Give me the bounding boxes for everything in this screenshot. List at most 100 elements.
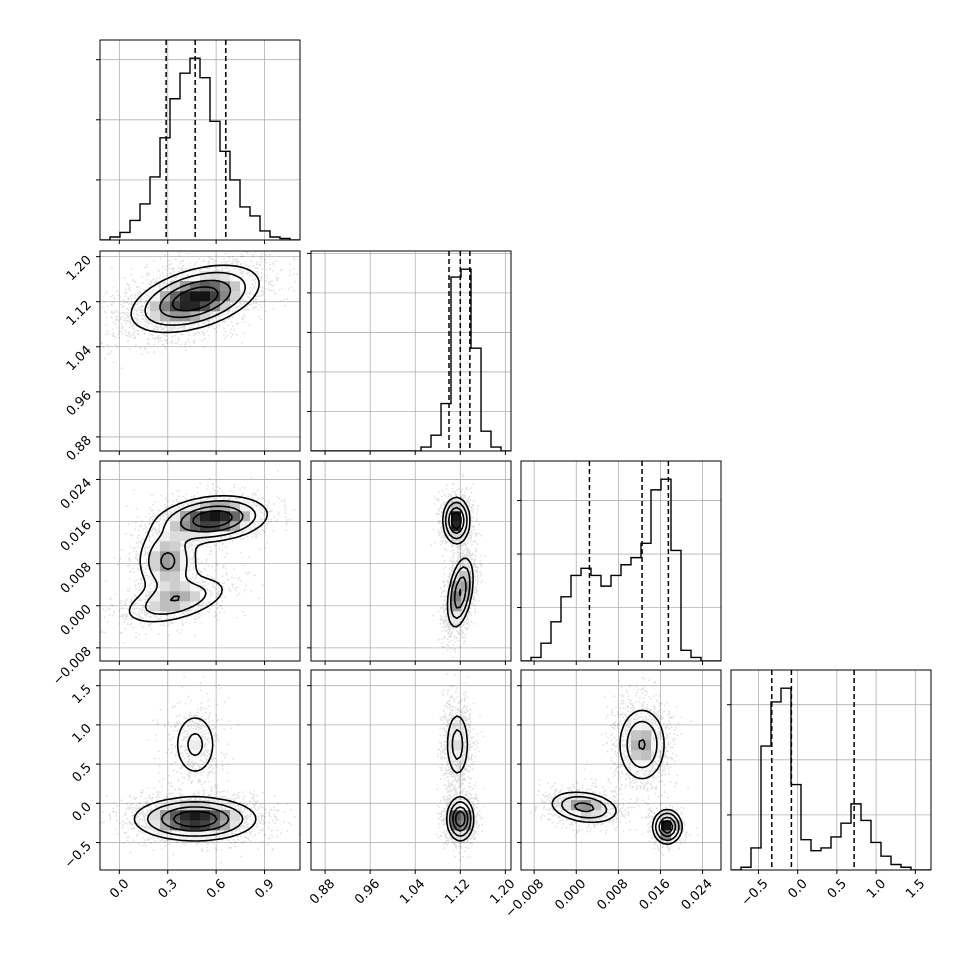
x-tick-label: 1.12	[442, 876, 473, 907]
x-tick-label: 0.5	[825, 876, 850, 901]
contour-line	[133, 717, 257, 842]
panel-area	[311, 251, 511, 451]
density-cell	[451, 611, 462, 622]
density-cell	[230, 291, 241, 302]
contour-line	[144, 500, 257, 615]
panel-frame	[730, 669, 932, 871]
density-cell	[170, 531, 181, 542]
density-cell	[160, 820, 171, 831]
density-cell	[160, 601, 171, 612]
contour-line	[444, 501, 471, 620]
panel-area	[521, 461, 721, 661]
contour-line	[446, 715, 475, 842]
histogram-3	[731, 687, 931, 870]
density-cell	[230, 501, 241, 512]
density-cell	[200, 531, 211, 542]
density-cell	[160, 561, 171, 572]
contour-line	[449, 729, 472, 837]
density-cell	[190, 810, 201, 821]
density-cell	[591, 800, 602, 811]
histogram-0	[100, 57, 300, 240]
density-cell	[631, 740, 642, 751]
y-tick-label: 1.5	[70, 682, 95, 707]
density-cell	[160, 591, 171, 602]
density-cell	[200, 800, 211, 811]
panel-frame	[310, 669, 512, 871]
density-cell	[160, 531, 171, 542]
panel-frame	[99, 250, 301, 452]
contour-line	[160, 505, 244, 602]
density-cell	[631, 720, 642, 731]
contour-line	[144, 271, 246, 326]
y-tick-label: 0.000	[58, 602, 95, 639]
density-cell	[160, 301, 171, 312]
x-tick-label: 1.5	[903, 876, 928, 901]
density-cell	[150, 551, 161, 562]
density-cell	[451, 591, 462, 602]
density-cell	[180, 311, 191, 322]
density-cell	[200, 271, 211, 282]
contour-line	[450, 511, 462, 597]
density-cell	[451, 800, 462, 811]
contour-line	[573, 739, 677, 838]
density-cell	[190, 501, 201, 512]
y-tick-label: 0.5	[70, 760, 95, 785]
y-tick-label: 1.12	[64, 298, 95, 329]
density-cell	[170, 541, 181, 552]
contour-line	[452, 806, 469, 832]
histogram-1	[311, 268, 511, 451]
density-cell	[150, 810, 161, 821]
x-tick-label: 1.04	[397, 876, 428, 907]
density-cell	[190, 730, 201, 741]
density-cell	[170, 281, 181, 292]
density-cell	[240, 521, 251, 532]
contour-line	[661, 820, 674, 834]
density-cell	[150, 291, 161, 302]
density-cell	[200, 311, 211, 322]
panel-3-2	[517, 669, 722, 874]
contour-line	[551, 709, 683, 845]
density-cell	[160, 291, 171, 302]
density-cell	[170, 800, 181, 811]
y-tick-label: 0.0	[70, 800, 95, 825]
panel-2-1	[307, 460, 512, 665]
density-cell	[190, 291, 201, 302]
density-cell	[220, 291, 231, 302]
density-cell	[160, 551, 171, 562]
contour-line	[146, 732, 244, 837]
density-cell	[180, 581, 191, 592]
density-cell	[190, 581, 201, 592]
density-cell	[160, 810, 171, 821]
density-cell	[220, 521, 231, 532]
density-cell	[641, 740, 652, 751]
x-tick-label: 0.3	[156, 876, 181, 901]
contour-line	[454, 810, 466, 828]
density-cell	[180, 561, 191, 572]
density-cell	[451, 501, 462, 512]
density-cell	[180, 531, 191, 542]
y-tick-label: −0.5	[62, 839, 95, 872]
density-cell	[220, 271, 231, 282]
panel-frame	[99, 460, 301, 662]
density-cell	[641, 730, 652, 741]
panel-2-2	[517, 460, 722, 665]
panel-2-0	[96, 460, 301, 665]
y-tick-label: 0.96	[64, 388, 95, 419]
x-tick-label: 0.96	[352, 876, 383, 907]
density-cell	[180, 810, 191, 821]
density-cell	[190, 740, 201, 751]
density-cell	[150, 820, 161, 831]
density-cell	[210, 301, 221, 312]
contour-line	[160, 806, 230, 832]
density-cell	[240, 501, 251, 512]
density-cell	[230, 511, 241, 522]
density-cell	[190, 820, 201, 831]
density-cell	[210, 271, 221, 282]
panel-area	[311, 461, 511, 661]
panel-0-0	[96, 39, 301, 244]
density-cell	[150, 601, 161, 612]
panel-area	[100, 40, 300, 240]
contour-line	[442, 496, 474, 628]
contour-line	[448, 506, 467, 609]
